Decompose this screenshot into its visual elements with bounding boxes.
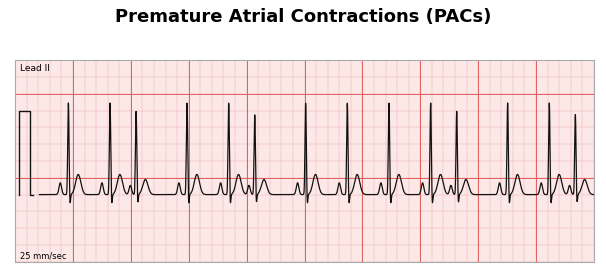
Text: 25 mm/sec: 25 mm/sec [20,251,66,260]
Text: Lead II: Lead II [20,64,50,73]
Text: Premature Atrial Contractions (PACs): Premature Atrial Contractions (PACs) [115,8,491,26]
